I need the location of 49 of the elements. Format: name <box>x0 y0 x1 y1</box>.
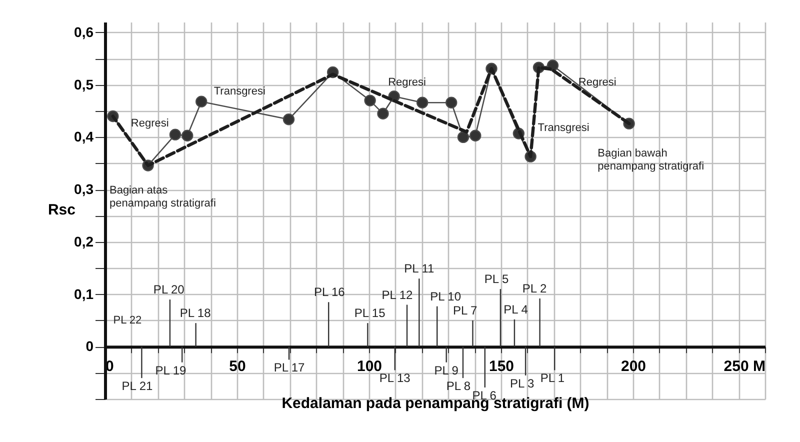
annotation: PL 5 <box>484 272 509 286</box>
x-tick-label: 200 <box>620 358 646 376</box>
annotation: PL 13 <box>379 371 411 386</box>
x-tick-label: 250 M <box>724 358 766 376</box>
annotation: PL 8 <box>446 379 471 394</box>
annotation: PL 4 <box>504 302 528 316</box>
annotation: Regresi <box>578 76 616 89</box>
annotation: PL 19 <box>155 363 187 378</box>
y-tick-label: 0,4 <box>74 128 94 145</box>
annotation: PL 15 <box>354 306 386 320</box>
annotation: PL 1 <box>540 371 565 386</box>
point <box>470 130 482 142</box>
annotation: PL 20 <box>153 282 185 297</box>
y-tick-label: 0,3 <box>74 181 94 198</box>
annotation: Regresi <box>388 76 426 89</box>
annotation: PL 3 <box>510 376 535 390</box>
annotation: Regresi <box>130 118 169 130</box>
annotation: PL 21 <box>122 379 153 394</box>
y-tick-label: 0,2 <box>74 233 94 250</box>
annotation: PL 18 <box>180 306 212 320</box>
annotation: Transgresi <box>538 122 590 134</box>
annotation: PL 16 <box>314 285 346 300</box>
point <box>416 96 428 108</box>
x-tick-label: 50 <box>229 358 246 376</box>
point <box>457 131 470 144</box>
point <box>446 96 458 108</box>
point <box>377 108 389 120</box>
annotation: PL 12 <box>382 288 414 302</box>
y-tick-label: 0,6 <box>74 24 94 40</box>
point <box>282 114 295 126</box>
point <box>364 94 376 106</box>
y-tick-label: 0 <box>86 338 94 354</box>
annotation: Bagian bawah penampang stratigrafi <box>598 147 704 172</box>
y-tick-label: 0,1 <box>74 286 94 302</box>
y-tick-label: 0,5 <box>74 76 94 92</box>
point <box>169 128 182 140</box>
point <box>196 96 208 108</box>
annotation: Transgresi <box>214 86 266 98</box>
annotation: Bagian atas penampang stratigrafi <box>109 184 216 210</box>
x-tick-label: 150 <box>488 358 514 376</box>
annotation: PL 10 <box>430 289 462 304</box>
annotation: PL 7 <box>452 303 478 318</box>
annotation: PL 2 <box>522 281 547 296</box>
annotation: PL 17 <box>274 360 306 375</box>
annotation: PL 11 <box>404 262 434 276</box>
point <box>182 130 194 142</box>
annotation: PL 9 <box>434 363 459 378</box>
annotation: PL 22 <box>113 314 142 326</box>
y-axis-title: Rsc <box>48 202 76 218</box>
